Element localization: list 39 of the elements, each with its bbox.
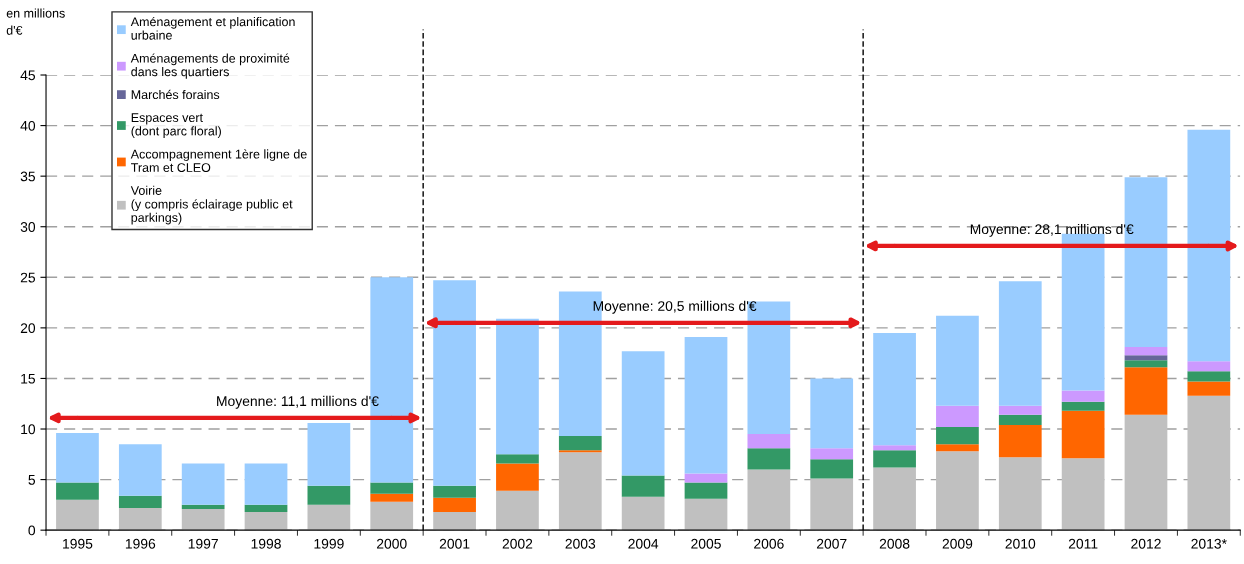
- x-tick-label: 2004: [628, 538, 659, 549]
- y-tick-label: 0: [28, 525, 36, 536]
- x-tick-label: 2007: [816, 538, 847, 549]
- legend-label: Marchés forains: [131, 89, 220, 100]
- y-tick-label: 25: [20, 272, 36, 283]
- legend-label: Aménagements de proximité dans les quartiers: [130, 53, 290, 79]
- x-tick-label: 1997: [188, 538, 218, 549]
- x-tick-label: 1998: [251, 538, 281, 549]
- x-tick-label: 2013*: [1191, 538, 1227, 549]
- x-tick-label: 2008: [879, 538, 910, 549]
- legend-label: Accompagnement 1ère ligne de Tram et CLEO: [130, 149, 307, 172]
- y-tick-label: 30: [20, 222, 36, 232]
- x-tick-label: 2002: [502, 538, 533, 549]
- x-tick-label: 1995: [63, 538, 93, 549]
- annotation: Moyenne: 28,1 millions d'€: [970, 223, 1134, 237]
- x-tick-label: 1996: [125, 538, 156, 549]
- x-tick-label: 2003: [565, 538, 596, 549]
- x-tick-label: 2006: [754, 538, 784, 549]
- y-tick-label: 5: [28, 475, 36, 485]
- legend-label: Voirie (y compris éclairage public et parkings): [130, 185, 293, 225]
- annotation: Moyenne: 11,1 millions d'€: [217, 395, 379, 409]
- annotation: Moyenne: 20,5 millions d'€: [593, 300, 757, 314]
- x-tick-label: 2001: [439, 538, 470, 549]
- legend-label: Espaces vert (dont parc floral): [131, 113, 221, 138]
- legend-label: Aménagement et planification urbaine: [130, 16, 295, 40]
- y-tick-label: 10: [21, 424, 36, 435]
- x-tick-label: 2011: [1068, 538, 1098, 549]
- x-tick-label: 2000: [376, 538, 407, 549]
- x-tick-label: 1999: [314, 538, 344, 549]
- x-tick-label: 2010: [1005, 538, 1036, 549]
- y-tick-label: 15: [21, 373, 36, 384]
- y-tick-label: 35: [20, 171, 36, 182]
- y-tick-label: 45: [20, 70, 36, 81]
- y-axis-title: en millions d'€: [6, 8, 65, 35]
- y-tick-label: 40: [20, 120, 36, 131]
- y-tick-label: 20: [20, 323, 36, 334]
- x-tick-label: 2005: [691, 538, 721, 549]
- x-tick-label: 2009: [942, 538, 973, 549]
- x-tick-label: 2012: [1131, 538, 1161, 549]
